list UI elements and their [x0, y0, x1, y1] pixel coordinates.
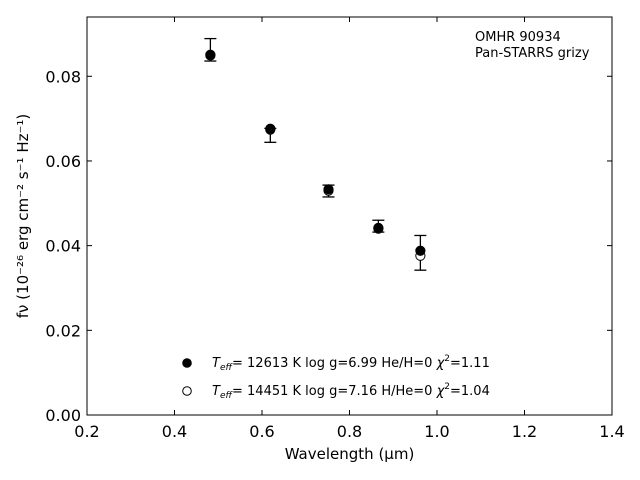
x-axis-label: Wavelength (μm): [285, 445, 415, 463]
x-tick-label: 0.2: [74, 422, 99, 441]
point-filled: [373, 222, 384, 233]
legend: Teff= 12613 K log g=6.99 He/H=0 χ2=1.11 …: [182, 354, 490, 401]
y-tick-label: 0.06: [45, 152, 81, 171]
x-tick-label: 1.0: [424, 422, 449, 441]
annotation-star-name: OMHR 90934: [475, 30, 561, 45]
legend-entry-2: Teff= 14451 K log g=7.16 H/He=0 χ2=1.04: [212, 382, 490, 401]
legend-marker-filled: [182, 358, 192, 368]
y-axis-ticks: 0.00 0.02 0.04 0.06 0.08: [45, 67, 612, 425]
legend-entry-1: Teff= 12613 K log g=6.99 He/H=0 χ2=1.11: [212, 354, 490, 373]
x-tick-label: 1.4: [599, 422, 624, 441]
x-tick-label: 0.4: [162, 422, 187, 441]
x-tick-label: 1.2: [512, 422, 537, 441]
x-axis-ticks: 0.2 0.4 0.6 0.8 1.0 1.2 1.4: [74, 17, 625, 441]
point-filled: [323, 184, 334, 195]
y-tick-label: 0.04: [45, 237, 81, 256]
y-tick-label: 0.02: [45, 321, 81, 340]
point-filled: [265, 123, 276, 134]
data-points: [205, 49, 426, 261]
x-tick-label: 0.8: [337, 422, 362, 441]
point-filled: [415, 245, 426, 256]
y-axis-label: fν (10⁻²⁶ erg cm⁻² s⁻¹ Hz⁻¹): [14, 114, 32, 319]
point-filled: [205, 49, 216, 60]
y-tick-label: 0.00: [45, 406, 81, 425]
legend-marker-open: [182, 386, 192, 396]
x-tick-label: 0.6: [249, 422, 274, 441]
y-tick-label: 0.08: [45, 67, 81, 86]
annotation-survey: Pan-STARRS grizy: [475, 46, 590, 61]
